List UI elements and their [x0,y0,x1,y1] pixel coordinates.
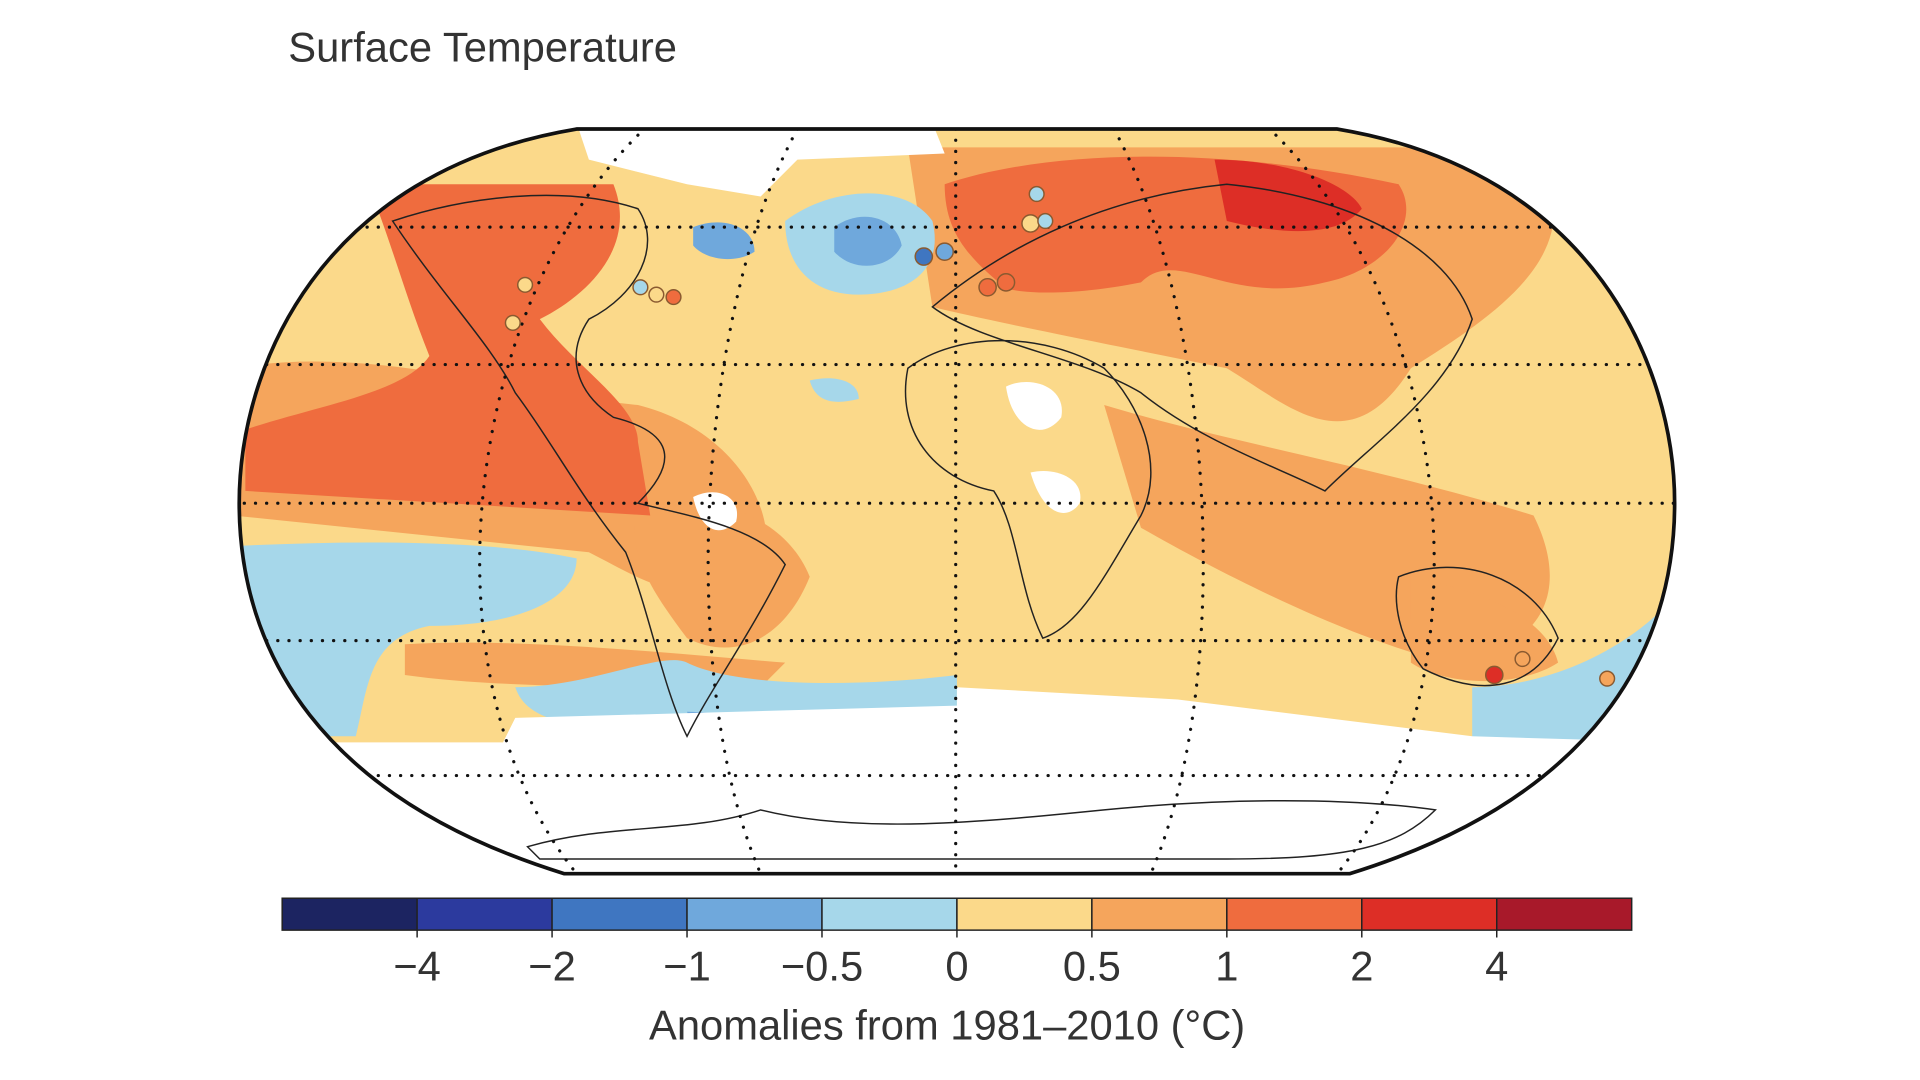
coastline [526,799,1437,860]
map-outline [237,127,1677,876]
colorbar-segment [416,897,553,931]
anomaly-area [693,222,755,260]
coastline [391,194,787,738]
colorbar-segment [1226,897,1363,931]
no-data [239,687,1675,874]
colorbar-segment [686,897,823,931]
stations [504,185,1616,687]
colorbar-segment [281,897,418,931]
colorbar-tick-label: −1 [663,942,711,989]
colorbar-tick-label: −2 [528,942,576,989]
colorbar-tick-label: 0.5 [1063,942,1121,989]
map-title: Surface Temperature [288,24,677,71]
colorbar-segment [551,897,688,931]
graticule [239,129,1675,874]
colorbar-tick-label: −4 [393,942,441,989]
no-data [693,492,738,531]
no-data [1006,381,1062,430]
colorbar-tick-label: 2 [1350,942,1373,989]
coastline [904,340,1152,640]
colorbar-tick-label: 0 [945,942,968,989]
anomaly-map [239,129,1675,874]
no-data [576,129,945,197]
coastline [1395,566,1559,687]
colorbar-segment [1091,897,1228,931]
colorbar-tick-label: −0.5 [781,942,863,989]
anomaly-area [245,184,651,516]
anomaly-area [809,378,859,402]
coastline [931,183,1473,492]
colorbar-segment [1361,897,1498,931]
no-data [1030,470,1081,513]
anomaly-area [834,216,902,266]
colorbar-tick-label: 4 [1485,942,1508,989]
anomaly-area [239,542,577,737]
colorbar-label: Anomalies from 1981–2010 (°C) [649,1001,1245,1048]
colorbar-tick-label: 1 [1215,942,1238,989]
colorbar-segment [956,897,1093,931]
anomaly-area [634,500,810,648]
colorbar: −4 −2 −1 −0.5 0 0.5 1 2 4 [281,897,1633,989]
colorbar-segment [821,897,958,931]
anomaly-area [1214,159,1362,232]
colorbar-segment [1496,897,1633,931]
